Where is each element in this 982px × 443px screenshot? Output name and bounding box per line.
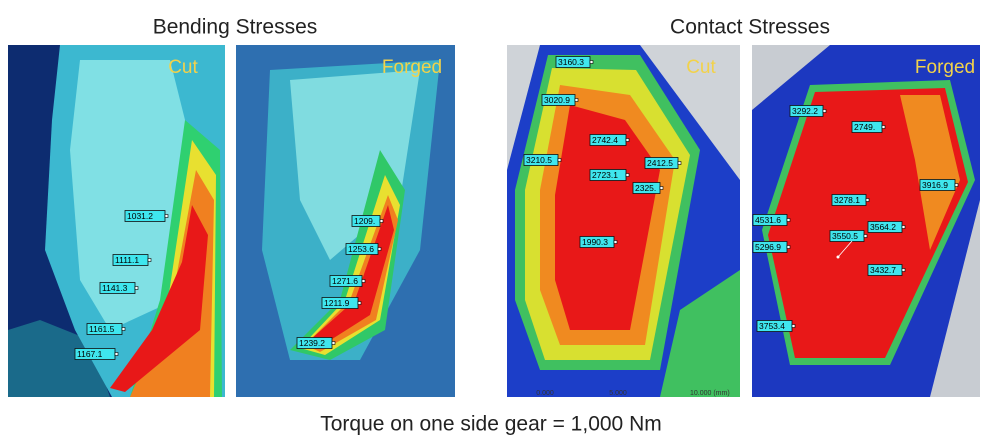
probe-marker: [165, 215, 168, 218]
probe-marker: [787, 219, 790, 222]
probe-label: 3753.4: [759, 321, 785, 331]
probe-marker: [864, 235, 867, 238]
probe-label: 3432.7: [870, 265, 896, 275]
probe-marker: [678, 162, 681, 165]
probe-marker: [358, 302, 361, 305]
probe-label: 3292.2: [792, 106, 818, 116]
probe-label: 1271.6: [332, 276, 358, 286]
probe-label: 2412.5: [647, 158, 673, 168]
panel-tag: Cut: [686, 57, 716, 78]
scale-label: 10.000 (mm): [690, 390, 730, 397]
probe-marker: [882, 126, 885, 129]
probe-marker: [823, 110, 826, 113]
figure: Bending Stresses Contact Stresses: [0, 0, 982, 443]
probe-label: 1209.: [354, 216, 375, 226]
probe-label: 3278.1: [834, 195, 860, 205]
probe-marker: [955, 184, 958, 187]
probe-marker: [614, 241, 617, 244]
probe-marker: [792, 325, 795, 328]
probe-label: 3020.9: [544, 95, 570, 105]
probe-label: 3550.5: [832, 231, 858, 241]
probe-marker: [902, 226, 905, 229]
probe-label: 3160.3: [558, 57, 584, 67]
probe-label: 2723.1: [592, 170, 618, 180]
probe-marker: [660, 187, 663, 190]
probe-marker: [575, 99, 578, 102]
probe-label: 1990.3: [582, 237, 608, 247]
probe-marker: [332, 342, 335, 345]
probe-label: 1253.6: [348, 244, 374, 254]
probe-label: 1211.9: [324, 298, 350, 308]
probe-marker: [135, 287, 138, 290]
caption: Torque on one side gear = 1,000 Nm: [320, 413, 661, 436]
panel-tag: Cut: [168, 57, 198, 78]
probe-marker: [902, 269, 905, 272]
probe-label: 5296.9: [755, 242, 781, 252]
probe-marker: [626, 174, 629, 177]
probe-label: 4531.6: [755, 215, 781, 225]
probe-label: 1239.2: [299, 338, 325, 348]
probe-label: 1111.1: [115, 255, 139, 265]
probe-marker: [115, 353, 118, 356]
probe-marker: [122, 328, 125, 331]
fea-image: [236, 45, 455, 397]
probe-label: 2749.: [854, 122, 875, 132]
probe-marker: [590, 61, 593, 64]
probe-point: [837, 256, 840, 259]
scale-label: 0.000: [536, 390, 554, 397]
probe-label: 3916.9: [922, 180, 948, 190]
probe-label: 2325.: [635, 183, 656, 193]
heading: Contact Stresses: [670, 16, 830, 39]
probe-label: 1141.3: [102, 283, 128, 293]
probe-label: 3564.2: [870, 222, 896, 232]
fea-image: [8, 45, 225, 397]
panel-tag: Forged: [915, 57, 975, 78]
probe-marker: [148, 259, 151, 262]
probe-marker: [558, 159, 561, 162]
probe-marker: [787, 246, 790, 249]
panel-tag: Forged: [382, 57, 442, 78]
probe-marker: [380, 220, 383, 223]
probe-marker: [378, 248, 381, 251]
probe-marker: [866, 199, 869, 202]
probe-label: 1161.5: [89, 324, 115, 334]
heading: Bending Stresses: [153, 16, 318, 39]
probe-marker: [626, 139, 629, 142]
probe-label: 1167.1: [77, 349, 103, 359]
probe-label: 1031.2: [127, 211, 153, 221]
probe-marker: [362, 280, 365, 283]
probe-label: 2742.4: [592, 135, 618, 145]
probe-label: 3210.5: [526, 155, 552, 165]
scale-label: 5.000: [609, 390, 627, 397]
